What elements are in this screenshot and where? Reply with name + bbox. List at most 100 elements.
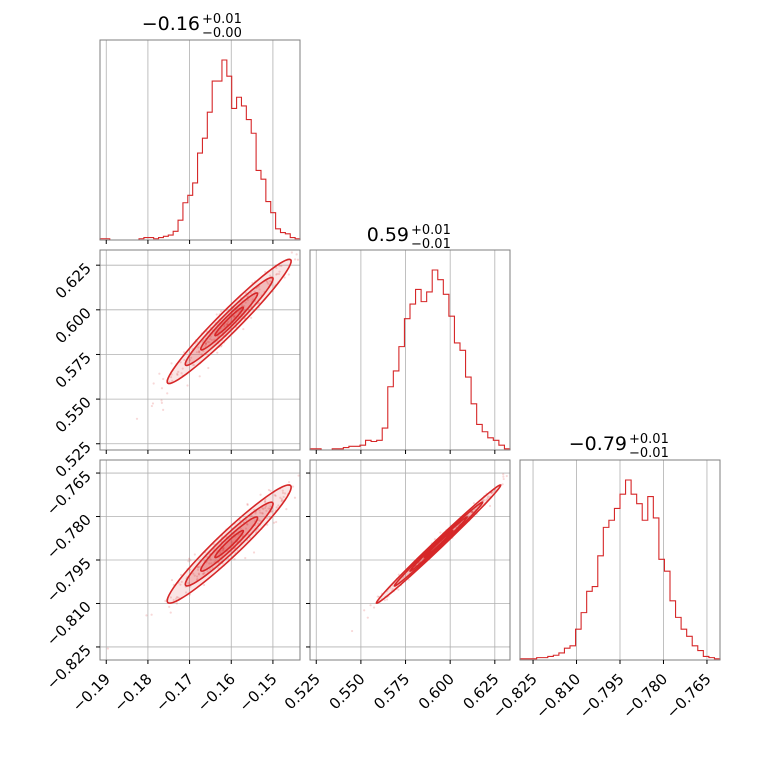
sample-point-1-0-205 <box>278 270 281 273</box>
sample-point-1-0-25 <box>135 417 139 420</box>
sample-point-2-0-140 <box>196 577 199 581</box>
contour-group-2-1 <box>375 484 502 604</box>
sample-point-2-0-96 <box>285 508 288 511</box>
ytick-label-1-3: 0.600 <box>52 304 95 347</box>
sample-point-1-0-96 <box>166 392 169 395</box>
grid-layer <box>100 40 708 660</box>
sample-point-2-0-7 <box>201 572 205 576</box>
sample-point-2-0-76 <box>264 500 267 504</box>
sample-point-2-1-150 <box>392 584 395 587</box>
contour-2-1-3 <box>423 529 454 559</box>
sample-point-2-0-104 <box>187 582 190 585</box>
sample-point-1-0-16 <box>275 266 278 270</box>
sample-point-1-0-105 <box>197 349 201 353</box>
sample-point-1-0-67 <box>257 302 260 305</box>
sample-point-2-0-66 <box>231 541 234 544</box>
sample-point-1-0-225 <box>276 272 279 276</box>
sample-point-1-0-75 <box>296 258 299 261</box>
sample-point-1-0-55 <box>311 237 313 239</box>
sample-point-1-0-20 <box>197 346 200 349</box>
sample-point-1-0-135 <box>152 382 155 385</box>
sample-point-2-0-69 <box>259 511 262 514</box>
sample-point-1-0-132 <box>204 344 207 347</box>
title-plus-0: +0.01 <box>202 12 242 27</box>
xtick-label-0-0: −0.19 <box>69 670 114 715</box>
sample-point-2-0-58 <box>274 494 277 497</box>
contour-1-0-1 <box>184 276 274 367</box>
sample-point-2-0-226 <box>283 492 287 495</box>
sample-point-2-0-164 <box>196 575 199 578</box>
title-value-0: −0.16 <box>142 13 200 35</box>
contour-2-1-1 <box>393 501 484 587</box>
sample-point-2-0-0 <box>169 596 172 599</box>
xtick-label-0-3: −0.16 <box>194 670 239 715</box>
sample-point-2-0-50 <box>239 527 242 530</box>
title-plus-1: +0.01 <box>411 223 451 238</box>
sample-point-2-0-212 <box>188 568 192 571</box>
xtick-label-1-3: 0.600 <box>415 670 458 713</box>
sample-point-2-0-29 <box>184 591 188 594</box>
sample-point-2-0-143 <box>262 508 265 511</box>
sample-point-2-0-109 <box>180 580 183 584</box>
sample-point-2-1-6 <box>488 504 492 508</box>
sample-point-1-0-93 <box>176 373 179 376</box>
sample-point-1-0-4 <box>278 264 281 267</box>
sample-point-2-1-52 <box>472 502 476 505</box>
sample-point-1-0-104 <box>223 325 226 328</box>
sample-point-2-1-120 <box>369 604 372 607</box>
sample-point-2-0-93 <box>202 572 205 575</box>
sample-point-1-0-210 <box>216 351 219 354</box>
sample-point-2-1-97 <box>501 483 504 486</box>
sample-point-1-0-183 <box>264 270 267 274</box>
sample-point-2-1-188 <box>397 588 400 591</box>
sample-point-2-1-54 <box>372 606 376 609</box>
sample-point-1-0-143 <box>241 304 244 307</box>
sample-point-2-1-206 <box>439 531 442 534</box>
sample-point-1-0-114 <box>160 401 163 404</box>
sample-point-2-0-99 <box>267 488 271 492</box>
sample-point-2-0-100 <box>179 573 183 577</box>
sample-point-2-1-55 <box>502 473 505 476</box>
sample-point-1-0-190 <box>269 274 272 277</box>
sample-point-1-0-22 <box>180 372 183 375</box>
sample-point-1-0-134 <box>275 273 278 276</box>
sample-point-2-0-5 <box>169 611 172 614</box>
sample-point-2-0-182 <box>265 517 269 520</box>
sample-point-2-0-107 <box>175 596 179 599</box>
sample-point-1-0-69 <box>246 299 250 302</box>
sample-point-2-1-225 <box>485 498 488 502</box>
contour-1-0-0 <box>166 258 292 385</box>
sample-point-2-1-121 <box>366 616 369 619</box>
sample-point-2-0-148 <box>302 473 304 475</box>
sample-point-1-0-184 <box>253 290 256 293</box>
sample-point-2-0-59 <box>250 514 253 517</box>
sample-point-2-1-130 <box>470 511 473 514</box>
sample-point-2-0-178 <box>313 481 315 483</box>
sample-point-2-0-137 <box>206 570 209 573</box>
sample-point-2-0-154 <box>233 558 236 561</box>
sample-point-2-0-162 <box>252 551 256 554</box>
sample-point-2-0-32 <box>323 452 325 454</box>
sample-point-2-0-42 <box>282 495 285 499</box>
sample-point-2-0-102 <box>291 485 295 488</box>
sample-point-2-1-43 <box>383 599 386 602</box>
sample-point-2-0-47 <box>258 509 261 512</box>
contour-2-0-0 <box>166 484 292 604</box>
ytick-label-1-2: 0.575 <box>52 349 95 392</box>
sample-point-1-0-111 <box>198 351 201 354</box>
sample-point-2-1-100 <box>350 629 354 633</box>
sample-point-1-0-112 <box>160 387 164 390</box>
sample-point-2-0-105 <box>170 578 174 582</box>
sample-point-2-0-214 <box>106 647 109 650</box>
contour-layer <box>166 258 502 604</box>
panel-title-1: 0.59 +0.01 −0.01 <box>367 223 451 252</box>
sample-point-1-0-208 <box>198 375 201 378</box>
sample-point-2-0-44 <box>273 494 277 497</box>
sample-point-2-0-52 <box>179 583 182 586</box>
sample-point-2-0-62 <box>196 568 200 571</box>
sample-point-2-0-16 <box>293 496 297 499</box>
sample-point-1-0-165 <box>287 273 290 276</box>
histogram-layer <box>99 59 721 660</box>
sample-point-1-0-120 <box>280 264 283 268</box>
xtick-label-1-2: 0.575 <box>370 670 413 713</box>
